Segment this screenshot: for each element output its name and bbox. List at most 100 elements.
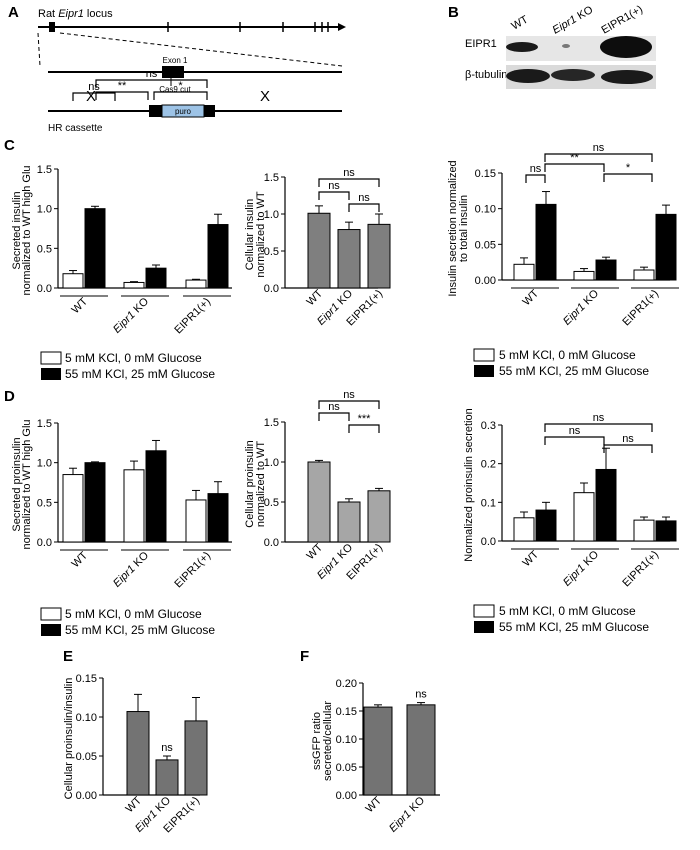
- significance-bracket: [318, 400, 380, 409]
- y-tick-label: 1.5: [37, 164, 52, 176]
- significance-label: ns: [146, 68, 158, 80]
- puro-label: puro: [175, 107, 192, 116]
- significance-bracket: [318, 191, 350, 200]
- bar-low-kcl: [123, 281, 145, 289]
- band-tubulin-rescue: [601, 70, 653, 84]
- bar-low-kcl: [573, 270, 595, 281]
- legend-swatch-white: [40, 351, 62, 365]
- y-tick-label: 0.5: [37, 243, 52, 255]
- bar-high-kcl: [145, 450, 167, 543]
- y-tick-label: 0.05: [76, 751, 97, 763]
- bar-low-kcl: [513, 517, 535, 542]
- bar-high-kcl: [595, 468, 617, 542]
- y-axis-label: Cellular insulin: [244, 199, 256, 271]
- significance-label: **: [570, 152, 579, 164]
- y-tick-label: 1.5: [264, 172, 279, 184]
- y-axis-label: normalized to WT: [255, 441, 267, 527]
- significance-label: ns: [88, 81, 100, 93]
- legend-label-black: 55 mM KCl, 25 mM Glucose: [499, 364, 649, 378]
- y-tick-label: 1.5: [264, 417, 279, 429]
- y-tick-label: 0.0: [264, 537, 279, 549]
- legend-label-white: 5 mM KCl, 0 mM Glucose: [499, 348, 636, 362]
- legend-c-left: 5 mM KCl, 0 mM Glucose 55 mM KCl, 25 mM …: [40, 351, 215, 381]
- bar-low-kcl: [633, 269, 655, 281]
- category-label: WT: [521, 548, 542, 569]
- bar-high-kcl: [207, 493, 229, 543]
- legend-label-white: 5 mM KCl, 0 mM Glucose: [65, 607, 202, 621]
- significance-bracket: [603, 444, 653, 453]
- panel-letter-b: B: [448, 4, 459, 21]
- exon-1-box: [162, 66, 184, 78]
- bar-low-kcl: [633, 519, 655, 542]
- category-label: WT: [364, 794, 385, 815]
- y-tick-label: 0.15: [475, 168, 496, 180]
- category-label: EIPR1(+): [620, 549, 661, 590]
- significance-label: ns: [343, 167, 355, 179]
- band-tubulin-wt: [506, 69, 550, 83]
- significance-label: ns: [530, 163, 542, 175]
- significance-bracket: [544, 423, 653, 432]
- blot-row-label-tubulin: β-tubulin: [465, 69, 507, 81]
- significance-bracket: [525, 174, 546, 183]
- significance-bracket: [95, 91, 149, 100]
- bar-high-kcl: [655, 520, 677, 542]
- bar-high-kcl: [145, 267, 167, 289]
- y-tick-label: 0.0: [481, 536, 496, 548]
- bar-high-kcl: [595, 259, 617, 281]
- y-tick-label: 1.0: [37, 458, 52, 470]
- significance-bracket: [544, 436, 605, 445]
- significance-label: ns: [358, 192, 370, 204]
- hr-cassette-label: HR cassette: [48, 123, 103, 134]
- category-label: EIPR1(+): [172, 550, 213, 591]
- significance-label: ns: [569, 425, 581, 437]
- y-tick-label: 1.0: [264, 457, 279, 469]
- legend-d-right: 5 mM KCl, 0 mM Glucose 55 mM KCl, 25 mM …: [473, 604, 649, 634]
- y-tick-label: 0.10: [76, 712, 97, 724]
- band-eipr1-rescue: [600, 36, 652, 58]
- band-eipr1-ko: [562, 44, 570, 48]
- significance-label: ns: [593, 142, 605, 154]
- significance-label: ns: [328, 180, 340, 192]
- exon-1-box-small: [49, 22, 55, 32]
- zoom-line-right: [59, 32, 343, 67]
- y-tick-label: 0.20: [336, 678, 357, 690]
- significance-bracket: [318, 412, 350, 421]
- legend-label-black: 55 mM KCl, 25 mM Glucose: [65, 623, 215, 637]
- significance-label: ns: [328, 401, 340, 413]
- y-tick-label: 1.0: [264, 209, 279, 221]
- crossover-right: X: [260, 88, 270, 105]
- bar: [406, 704, 436, 796]
- significance-bracket: [153, 91, 208, 100]
- bar-high-kcl: [84, 208, 106, 289]
- category-label: EIPR1(+): [620, 288, 661, 329]
- bar: [367, 490, 391, 543]
- panel-b-western-blot: WT Eipr1 KO EIPR1(+) EIPR1 β-tubulin: [465, 3, 656, 89]
- y-tick-label: 0.00: [475, 275, 496, 287]
- bar-low-kcl: [573, 492, 595, 542]
- crossover-left: X: [86, 88, 96, 105]
- y-tick-label: 0.5: [264, 246, 279, 258]
- locus-arrow: [338, 23, 346, 31]
- legend-label-white: 5 mM KCl, 0 mM Glucose: [499, 604, 636, 618]
- chart-ssgfp-ratio: 0.00 0.05 0.10 0.15 0.20 ssGFP ratio secreted/…: [311, 678, 440, 835]
- lane-label-eipr1-ko: Eipr1 KO: [551, 4, 596, 37]
- y-axis-label: Normalized proinsulin secretion: [463, 408, 475, 561]
- hr-right-arm: [204, 105, 215, 117]
- bar-low-kcl: [513, 263, 535, 281]
- bar-low-kcl: [185, 279, 207, 289]
- bar-low-kcl: [123, 469, 145, 543]
- y-tick-label: 0.0: [37, 283, 52, 295]
- cas9-cut-label: Cas9 cut: [159, 85, 191, 94]
- bar-high-kcl: [535, 509, 557, 542]
- y-tick-label: 0.00: [336, 790, 357, 802]
- significance-label: ns: [415, 689, 427, 701]
- significance-bracket: [603, 173, 653, 182]
- hr-left-arm: [149, 105, 162, 117]
- legend-label-white: 5 mM KCl, 0 mM Glucose: [65, 351, 202, 365]
- category-label: WT: [305, 287, 326, 308]
- y-tick-label: 0.1: [481, 497, 496, 509]
- y-axis-label: Cellular proinsulin: [244, 440, 256, 527]
- legend-label-black: 55 mM KCl, 25 mM Glucose: [499, 620, 649, 634]
- y-tick-label: 1.5: [37, 418, 52, 430]
